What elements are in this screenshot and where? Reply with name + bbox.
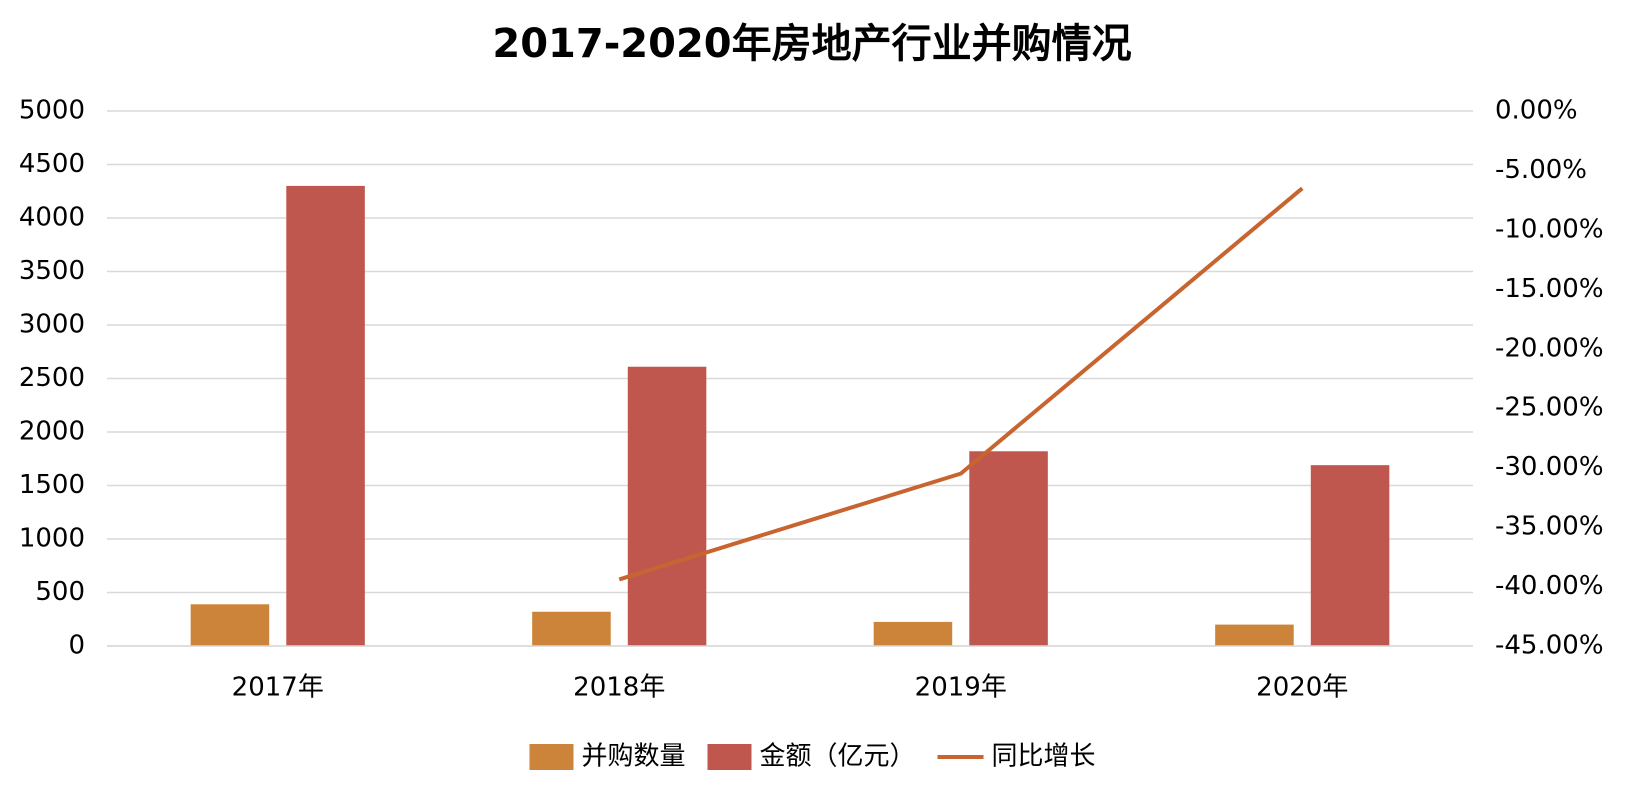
legend-symbol <box>529 744 574 770</box>
y-tick-label: 2000 <box>19 417 85 447</box>
y-tick-label: 5000 <box>19 96 85 126</box>
y-tick-label: 1000 <box>19 524 85 554</box>
legend-label: 金额（亿元） <box>759 742 915 772</box>
y2-tick-label: 0.00% <box>1495 96 1578 126</box>
y-tick-label: 2500 <box>19 363 85 393</box>
y-tick-label: 3500 <box>19 256 85 286</box>
bar <box>190 604 270 646</box>
chart-title: 2017-2020年房地产行业并购情况 <box>492 21 1131 67</box>
bar <box>969 451 1048 646</box>
y2-tick-label: -15.00% <box>1495 274 1604 304</box>
y-tick-label: 500 <box>35 577 85 607</box>
y2-tick-label: -20.00% <box>1495 333 1604 363</box>
x-tick-label: 2017年 <box>232 673 324 703</box>
bar <box>286 185 365 646</box>
legend-label: 并购数量 <box>581 742 685 772</box>
x-tick-label: 2019年 <box>915 673 1007 703</box>
y2-tick-label: -35.00% <box>1495 512 1604 542</box>
y2-tick-label: -40.00% <box>1495 571 1604 601</box>
bar <box>627 366 707 646</box>
y2-tick-label: -5.00% <box>1495 155 1587 185</box>
y-tick-label: 1500 <box>19 470 85 500</box>
bar <box>873 621 953 646</box>
y2-tick-label: -30.00% <box>1495 452 1604 482</box>
x-tick-label: 2018年 <box>573 673 665 703</box>
y-tick-label: 0 <box>68 631 85 661</box>
line <box>618 186 1304 582</box>
y-tick-label: 4000 <box>19 203 85 233</box>
legend-symbol <box>707 744 752 770</box>
bar <box>1215 624 1294 646</box>
y2-tick-label: -25.00% <box>1495 393 1604 423</box>
legend-label: 同比增长 <box>992 742 1096 772</box>
bar <box>1310 465 1390 646</box>
y2-tick-label: -45.00% <box>1495 631 1604 661</box>
bar <box>532 611 611 646</box>
x-tick-label: 2020年 <box>1256 673 1348 703</box>
y2-tick-label: -10.00% <box>1495 214 1604 244</box>
y-tick-label: 3000 <box>19 310 85 340</box>
y-tick-label: 4500 <box>19 149 85 179</box>
